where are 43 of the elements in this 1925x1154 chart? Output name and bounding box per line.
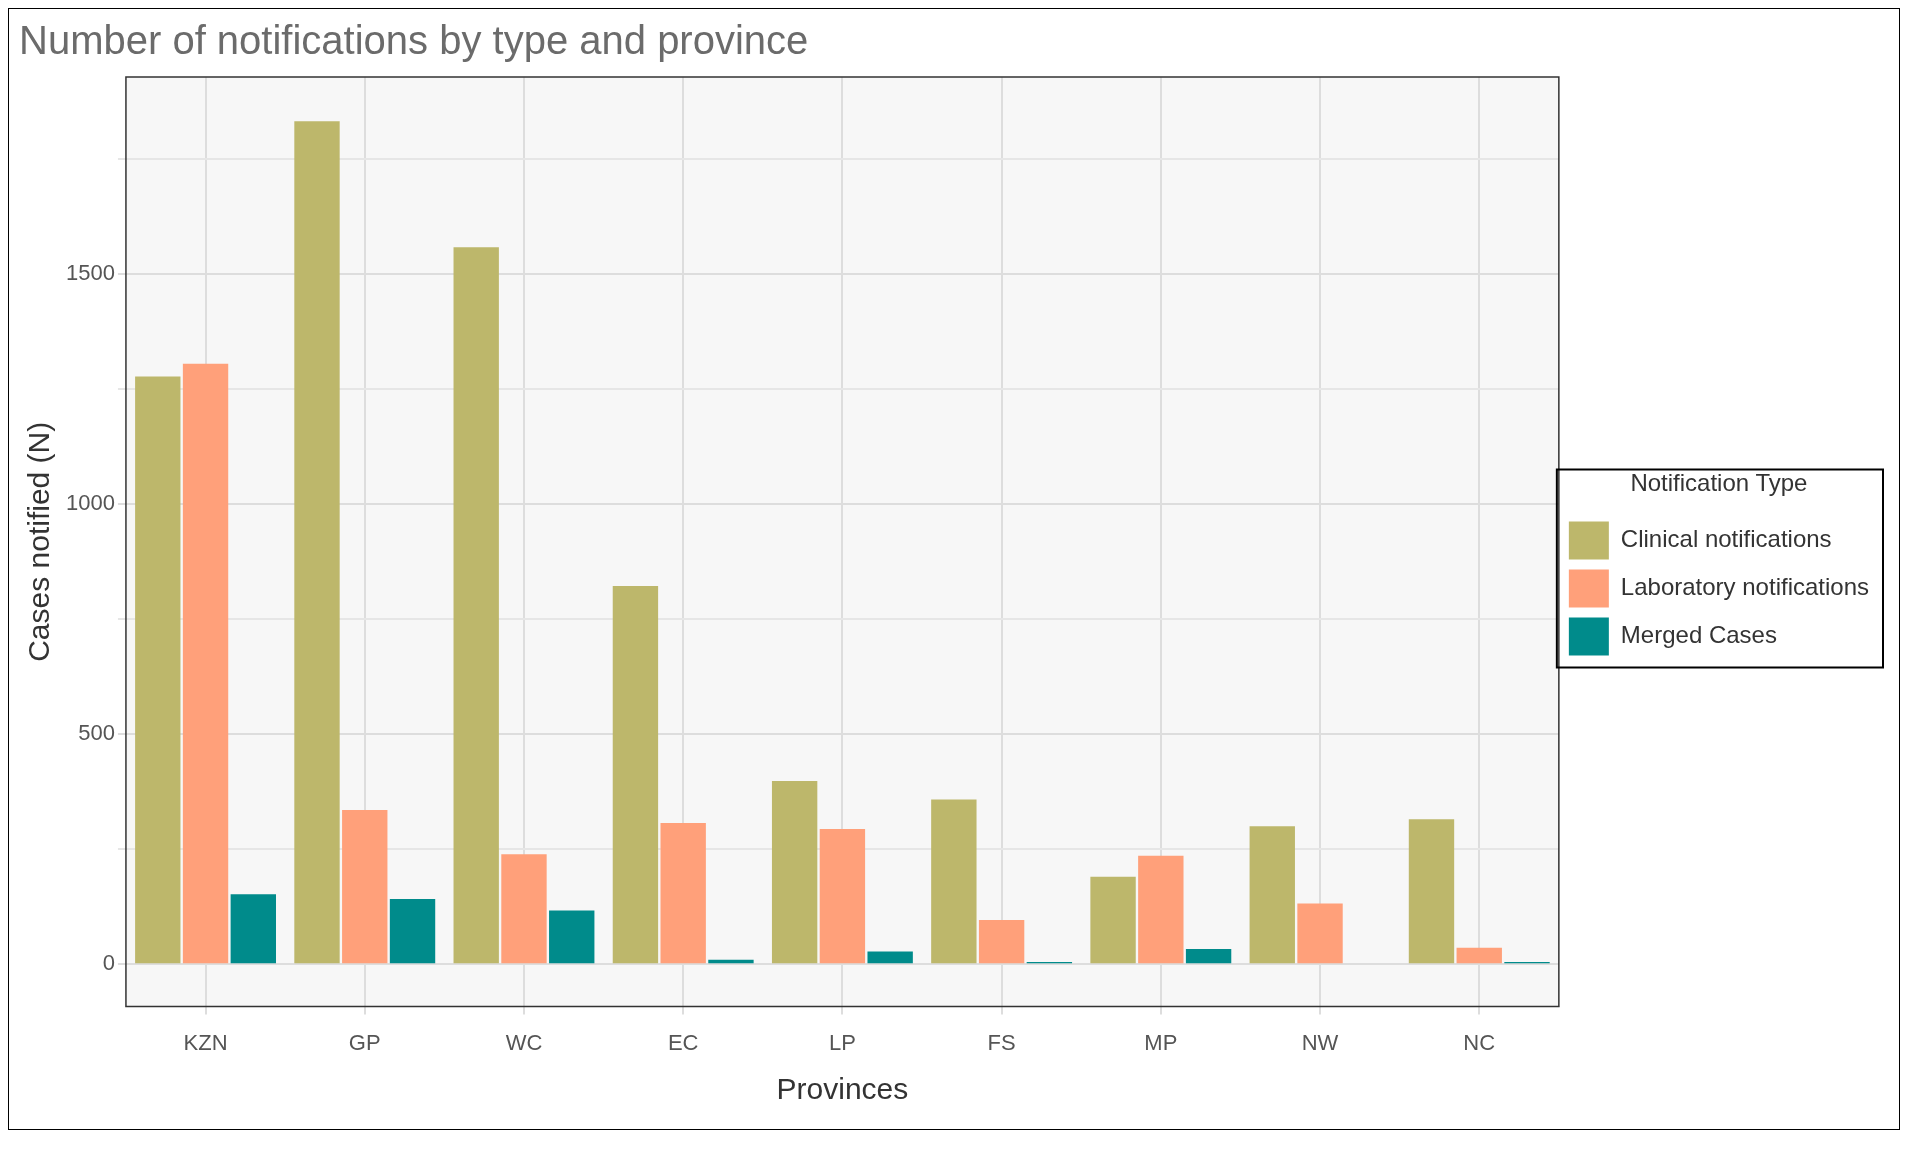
- x-axis-title: Provinces: [776, 1072, 909, 1106]
- bar: [501, 854, 547, 964]
- bar: [931, 799, 977, 964]
- x-tick-label: GP: [348, 1029, 381, 1055]
- chart-title: Number of notifications by type and province: [19, 18, 809, 63]
- x-tick-label: FS: [987, 1029, 1016, 1055]
- legend-label: Merged Cases: [1620, 621, 1777, 649]
- x-tick-label: KZN: [183, 1029, 228, 1055]
- bar: [771, 781, 818, 964]
- legend-label: Laboratory notifications: [1620, 573, 1870, 601]
- bar: [549, 910, 595, 964]
- x-tick-label: NC: [1463, 1029, 1496, 1055]
- x-tick-label: EC: [667, 1029, 699, 1055]
- bar: [1249, 826, 1295, 964]
- y-tick-label: 500: [78, 720, 115, 746]
- bar: [294, 121, 340, 964]
- bar: [819, 828, 866, 964]
- bar: [182, 363, 229, 964]
- bar: [1138, 855, 1184, 964]
- x-tick-label: MP: [1144, 1029, 1178, 1055]
- legend-label: Clinical notifications: [1620, 525, 1832, 553]
- bar: [1408, 819, 1455, 964]
- y-tick-label: 0: [102, 950, 115, 976]
- bar: [230, 894, 276, 964]
- bar: [342, 810, 388, 964]
- bar: [135, 376, 181, 964]
- x-tick-label: LP: [828, 1029, 856, 1055]
- bar: [1456, 947, 1502, 964]
- bar: [978, 920, 1025, 964]
- bar: [867, 951, 913, 964]
- x-tick-label: WC: [505, 1029, 543, 1055]
- bar: [1297, 903, 1343, 964]
- y-axis-title: Cases notified (N): [22, 421, 56, 662]
- bar: [612, 585, 659, 964]
- bar: [453, 247, 499, 964]
- bar: [1185, 949, 1232, 964]
- bar: [660, 822, 706, 964]
- y-tick-label: 1000: [65, 490, 115, 516]
- y-tick-label: 1500: [65, 260, 115, 286]
- legend-title: Notification Type: [1630, 469, 1808, 497]
- x-tick-label: NW: [1301, 1029, 1339, 1055]
- bar: [389, 898, 436, 964]
- bar: [1090, 876, 1136, 964]
